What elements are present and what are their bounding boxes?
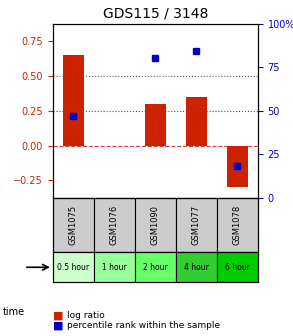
Title: GDS115 / 3148: GDS115 / 3148 [103,7,208,21]
Text: GSM1090: GSM1090 [151,205,160,245]
Bar [227,145,248,187]
FancyBboxPatch shape [176,198,217,252]
Text: 6 hour: 6 hour [225,263,250,272]
Bar [63,55,84,145]
FancyBboxPatch shape [53,198,94,252]
Text: time: time [3,307,25,318]
FancyBboxPatch shape [217,252,258,282]
Bar [186,97,207,145]
FancyBboxPatch shape [94,198,135,252]
Bar [145,104,166,145]
Text: 4 hour: 4 hour [184,263,209,272]
Text: GSM1078: GSM1078 [233,205,242,245]
Text: GSM1077: GSM1077 [192,205,201,245]
Text: ■: ■ [53,321,63,331]
FancyBboxPatch shape [135,198,176,252]
Text: 1 hour: 1 hour [102,263,127,272]
Text: 2 hour: 2 hour [143,263,168,272]
FancyBboxPatch shape [135,252,176,282]
Text: 0.5 hour: 0.5 hour [57,263,89,272]
FancyBboxPatch shape [176,252,217,282]
Text: percentile rank within the sample: percentile rank within the sample [67,322,221,330]
Text: log ratio: log ratio [67,311,105,320]
Text: GSM1075: GSM1075 [69,205,78,245]
FancyBboxPatch shape [217,198,258,252]
Text: GSM1076: GSM1076 [110,205,119,245]
FancyBboxPatch shape [94,252,135,282]
FancyBboxPatch shape [53,252,94,282]
Text: ■: ■ [53,311,63,321]
